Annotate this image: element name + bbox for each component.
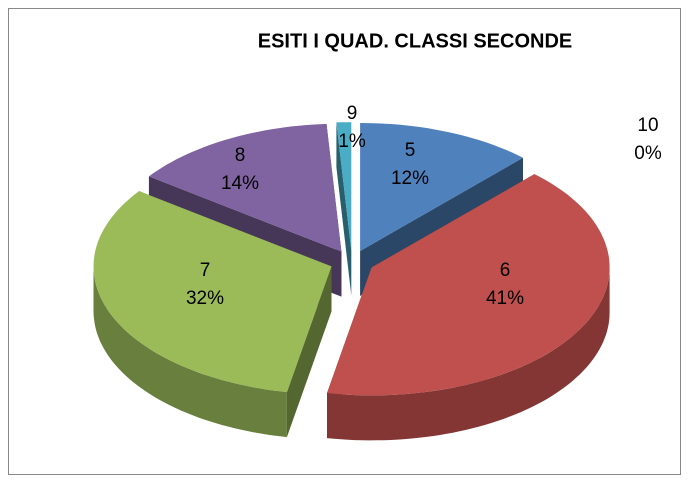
slice-side	[93, 266, 287, 438]
slice-category-label: 5	[405, 140, 416, 161]
slice-category-label: 10	[637, 115, 658, 136]
slice-category-label: 6	[500, 260, 511, 281]
slice-value-label: 32%	[186, 288, 224, 309]
slice-category-label: 9	[347, 103, 358, 124]
pie-slice	[336, 122, 352, 296]
slice-side	[327, 267, 610, 441]
slice-value-label: 12%	[391, 168, 429, 189]
slice-category-label: 7	[200, 260, 211, 281]
slice-value-label: 1%	[338, 131, 366, 152]
slice-top	[148, 123, 342, 252]
slice-value-label: 14%	[221, 173, 259, 194]
slice-wall	[336, 122, 352, 296]
slice-category-label: 8	[235, 145, 246, 166]
slice-top	[336, 122, 352, 251]
slice-top	[327, 174, 610, 396]
chart-title: ESITI I QUAD. CLASSI SECONDE	[258, 30, 572, 52]
pie-slice	[93, 191, 332, 438]
slice-top	[93, 191, 332, 393]
slice-value-label: 0%	[634, 143, 662, 164]
slice-top	[360, 123, 523, 251]
slice-wall	[286, 266, 332, 438]
pie-slice	[327, 174, 610, 441]
slice-value-label: 41%	[486, 288, 524, 309]
